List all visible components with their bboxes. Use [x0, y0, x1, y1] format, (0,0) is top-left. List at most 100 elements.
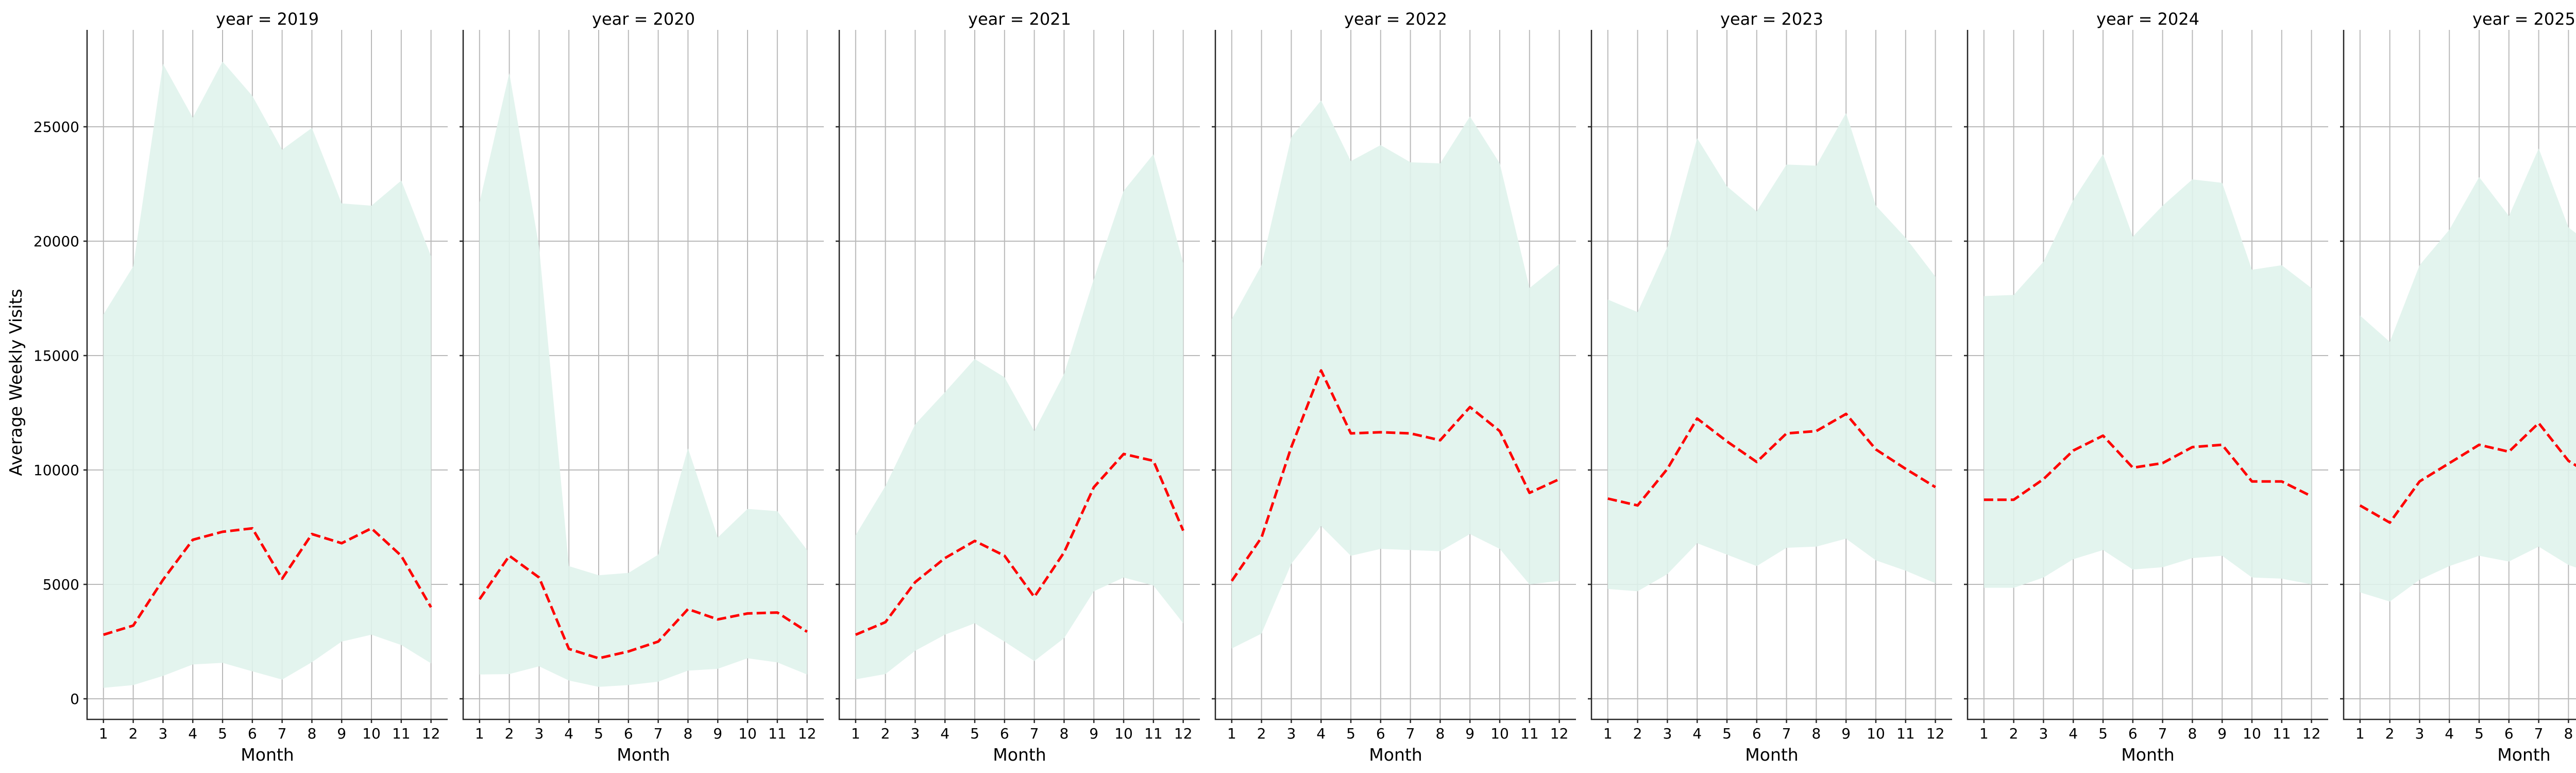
x-tick-label: 7 [1782, 725, 1791, 742]
x-tick-label: 10 [362, 725, 381, 742]
x-axis-label: Month [617, 745, 670, 765]
panel-title: year = 2024 [2096, 9, 2199, 29]
panel-title: year = 2019 [216, 9, 319, 29]
x-axis-label: Month [241, 745, 294, 765]
x-tick-label: 1 [851, 725, 860, 742]
x-tick-label: 12 [2302, 725, 2321, 742]
x-tick-label: 4 [2069, 725, 2078, 742]
axis-spine [838, 30, 1200, 720]
percentile-band [103, 61, 431, 688]
x-tick-label: 12 [1926, 725, 1945, 742]
x-tick-label: 5 [970, 725, 979, 742]
x-tick-label: 11 [1520, 725, 1539, 742]
x-tick-label: 8 [2188, 725, 2197, 742]
axis-spine [86, 30, 448, 720]
median-line [855, 452, 1184, 636]
x-tick-label: 3 [1663, 725, 1672, 742]
x-tick-label: 3 [158, 725, 167, 742]
x-tick-label: 1 [475, 725, 484, 742]
x-tick-label: 5 [1722, 725, 1732, 742]
x-tick-label: 11 [1144, 725, 1163, 742]
x-tick-label: 6 [2128, 725, 2138, 742]
median-line [1230, 369, 1560, 582]
x-tick-label: 10 [1114, 725, 1133, 742]
y-axis-label: Average Weekly Visits [6, 289, 26, 476]
x-tick-label: 1 [99, 725, 108, 742]
x-axis-label: Month [2497, 745, 2550, 765]
x-tick-label: 3 [1286, 725, 1296, 742]
percentile-band [1231, 100, 1560, 649]
x-tick-label: 10 [1490, 725, 1509, 742]
x-tick-label: 4 [2445, 725, 2454, 742]
x-tick-label: 5 [2098, 725, 2108, 742]
x-tick-label: 11 [392, 725, 411, 742]
panel-title: year = 2020 [592, 9, 695, 29]
x-tick-label: 2 [1257, 725, 1266, 742]
x-tick-label: 2 [2009, 725, 2019, 742]
percentile-band [2360, 148, 2576, 602]
x-tick-label: 4 [1316, 725, 1326, 742]
axis-spine [2343, 30, 2576, 720]
x-tick-label: 1 [1603, 725, 1613, 742]
median-line [103, 527, 432, 636]
x-tick-label: 8 [683, 725, 692, 742]
x-tick-label: 9 [1841, 725, 1851, 742]
x-tick-label: 9 [713, 725, 722, 742]
y-tick-label: 25000 [33, 119, 79, 136]
x-tick-label: 9 [2217, 725, 2227, 742]
x-tick-label: 5 [2475, 725, 2484, 742]
x-tick-label: 1 [1227, 725, 1236, 742]
x-tick-label: 7 [278, 725, 287, 742]
x-tick-label: 10 [738, 725, 757, 742]
x-tick-label: 11 [768, 725, 787, 742]
percentile-band [1984, 154, 2312, 588]
x-tick-label: 11 [1896, 725, 1915, 742]
x-tick-label: 5 [594, 725, 603, 742]
x-axis-label: Month [1745, 745, 1798, 765]
x-tick-label: 5 [218, 725, 227, 742]
x-tick-label: 11 [2273, 725, 2291, 742]
x-tick-label: 1 [1979, 725, 1989, 742]
x-tick-label: 7 [1406, 725, 1415, 742]
x-tick-label: 4 [188, 725, 197, 742]
x-tick-label: 6 [2504, 725, 2514, 742]
x-tick-label: 3 [2415, 725, 2424, 742]
x-tick-label: 3 [2039, 725, 2048, 742]
percentile-band [479, 73, 807, 687]
y-tick-label: 15000 [33, 347, 79, 364]
x-tick-label: 4 [564, 725, 573, 742]
x-tick-label: 2 [505, 725, 514, 742]
x-tick-label: 6 [1752, 725, 1761, 742]
x-tick-label: 5 [1346, 725, 1355, 742]
x-tick-label: 12 [798, 725, 817, 742]
x-tick-label: 7 [2158, 725, 2167, 742]
x-tick-label: 6 [1000, 725, 1009, 742]
x-tick-label: 2 [2385, 725, 2395, 742]
x-axis-label: Month [993, 745, 1046, 765]
x-tick-label: 6 [624, 725, 633, 742]
x-tick-label: 6 [1376, 725, 1385, 742]
x-tick-label: 8 [1811, 725, 1821, 742]
median-line [1607, 412, 1936, 507]
x-tick-label: 6 [248, 725, 257, 742]
x-tick-label: 10 [2243, 725, 2261, 742]
axis-spine [1967, 30, 2328, 720]
panel-title: year = 2022 [1344, 9, 1447, 29]
x-tick-label: 8 [1059, 725, 1069, 742]
x-tick-label: 7 [1030, 725, 1039, 742]
x-tick-label: 1 [2355, 725, 2365, 742]
x-tick-label: 2 [129, 725, 138, 742]
x-tick-label: 2 [881, 725, 890, 742]
x-tick-label: 12 [422, 725, 440, 742]
x-tick-label: 8 [307, 725, 316, 742]
x-tick-label: 9 [1465, 725, 1475, 742]
x-tick-label: 8 [2564, 725, 2573, 742]
x-tick-label: 7 [654, 725, 663, 742]
median-line [2359, 422, 2576, 524]
y-tick-label: 5000 [43, 576, 79, 593]
